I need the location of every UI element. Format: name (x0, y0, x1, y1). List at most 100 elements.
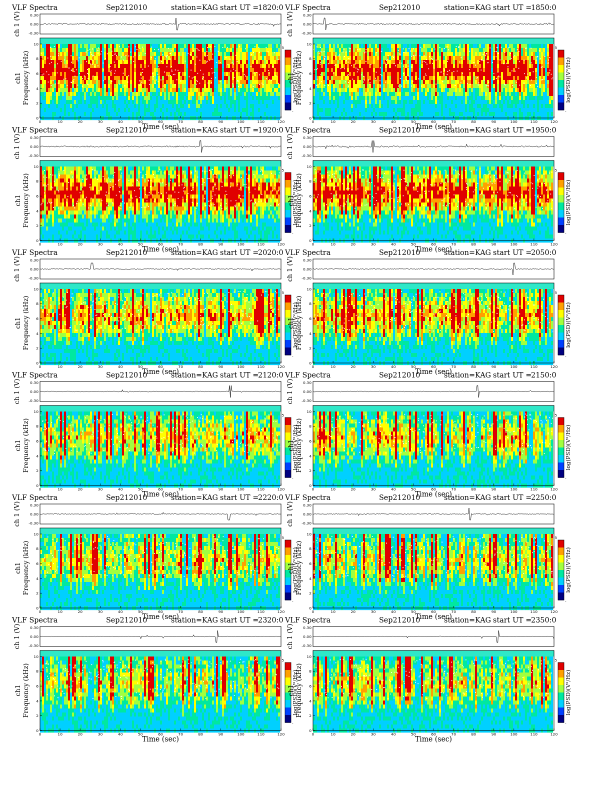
spectrogram-cell (315, 108, 317, 112)
spectrogram-cell (391, 104, 393, 108)
spectrogram-cell (441, 100, 443, 104)
spectrogram-cell (52, 92, 54, 96)
spectrogram-cell (427, 64, 429, 68)
spectrogram-cell (134, 52, 136, 56)
spectrogram-cell (321, 92, 323, 96)
spectrogram-speckle (115, 70, 116, 71)
spectrogram-cell (403, 88, 405, 92)
spectrogram-cell (477, 96, 479, 100)
spectrogram-cell (375, 44, 377, 48)
spectrogram-cell (248, 48, 250, 52)
spectrogram-cell (439, 48, 441, 52)
spectrogram-speckle (537, 86, 538, 87)
spectrogram-speckle (188, 53, 189, 54)
spectrogram-cell (116, 88, 118, 92)
spectrogram-speckle (51, 62, 52, 63)
spectrogram-cell (361, 44, 363, 48)
spectrogram-cell (240, 52, 242, 56)
spectrogram-cell (148, 60, 150, 64)
spectrogram-cell (441, 96, 443, 100)
spectrogram-cell (419, 60, 421, 64)
spectrogram-cell (108, 80, 110, 84)
spectrogram-cell (276, 92, 278, 96)
spectrogram-cell (463, 80, 465, 84)
spectrogram-cell (96, 72, 98, 76)
spectrogram-cell (132, 92, 134, 96)
spectrogram-cell (90, 52, 92, 56)
spectrogram-cell (60, 48, 62, 52)
spectrogram-cell (519, 112, 521, 116)
spectrogram-cell (373, 64, 375, 68)
spectrogram-cell (529, 112, 531, 116)
spectrogram-cell (158, 108, 160, 112)
spectrogram-cell (497, 108, 499, 112)
spectrogram-cell (429, 104, 431, 108)
spectrogram-cell (56, 64, 58, 68)
spectrogram-cell (423, 84, 425, 88)
spectrogram-cell (319, 108, 321, 112)
spectrogram-cell (260, 108, 262, 112)
spectrogram-cell (523, 100, 525, 104)
spectrogram-cell (138, 112, 140, 116)
spectrogram-cell (313, 88, 315, 92)
spectrogram-cell (188, 92, 190, 96)
spectrogram-speckle (238, 86, 239, 87)
spectrogram-cell (222, 64, 224, 68)
spectrogram-cell (501, 76, 503, 80)
spectrogram-cell (180, 60, 182, 64)
spectrogram-cell (42, 104, 44, 108)
spectrogram-cell (80, 88, 82, 92)
spectrogram-cell (319, 100, 321, 104)
spectrogram-cell (359, 64, 361, 68)
spectrogram-cell (441, 60, 443, 64)
spectrogram-cell (385, 48, 387, 52)
spectrogram-cell (451, 96, 453, 100)
spectrogram-speckle (87, 73, 88, 74)
spectrogram-cell (329, 88, 331, 92)
spectrogram-cell (455, 96, 457, 100)
spectrogram-cell (421, 72, 423, 76)
spectrogram-cell (134, 72, 136, 76)
spectrogram-cell (142, 108, 144, 112)
spectrogram-cell (202, 60, 204, 64)
spectrogram-cell (345, 76, 347, 80)
spectrogram-cell (353, 44, 355, 48)
spectrogram-cell (42, 100, 44, 104)
spectrogram-speckle (376, 72, 377, 73)
spectrogram-cell (369, 100, 371, 104)
spectrogram-cell (124, 48, 126, 52)
spectrogram-cell (469, 80, 471, 84)
spectrogram-cell (202, 48, 204, 52)
spectrogram-cell (48, 48, 50, 52)
spectrogram-cell (68, 108, 70, 112)
spectrogram-cell (146, 56, 148, 60)
spectrogram-speckle (176, 79, 177, 80)
spectrogram-cell (86, 108, 88, 112)
spectrogram-cell (413, 44, 415, 48)
spectrogram-cell (76, 104, 78, 108)
spectrogram-cell (176, 92, 178, 96)
spectrogram-cell (58, 56, 60, 60)
spectrogram-cell (146, 44, 148, 48)
spectrogram-cell (347, 80, 349, 84)
spectrogram-cell (395, 44, 397, 48)
spectrogram-cell (190, 56, 192, 60)
spectrogram-cell (118, 96, 120, 100)
spectrogram-cell (244, 64, 246, 68)
spectrogram-cell (206, 104, 208, 108)
spectrogram-cell (455, 48, 457, 52)
spectrogram-cell (377, 108, 379, 112)
spectrogram-cell (192, 64, 194, 68)
spectrogram-cell (260, 84, 262, 88)
spectrogram-cell (206, 84, 208, 88)
spectrogram-cell (343, 84, 345, 88)
spectrogram-cell (411, 48, 413, 52)
spectrogram-cell (236, 64, 238, 68)
spectrogram-cell (52, 108, 54, 112)
spectrogram-cell (467, 52, 469, 56)
spectrogram-cell (521, 96, 523, 100)
spectrogram-cell (491, 72, 493, 76)
spectrogram-cell (409, 44, 411, 48)
spectrogram-cell (369, 96, 371, 100)
